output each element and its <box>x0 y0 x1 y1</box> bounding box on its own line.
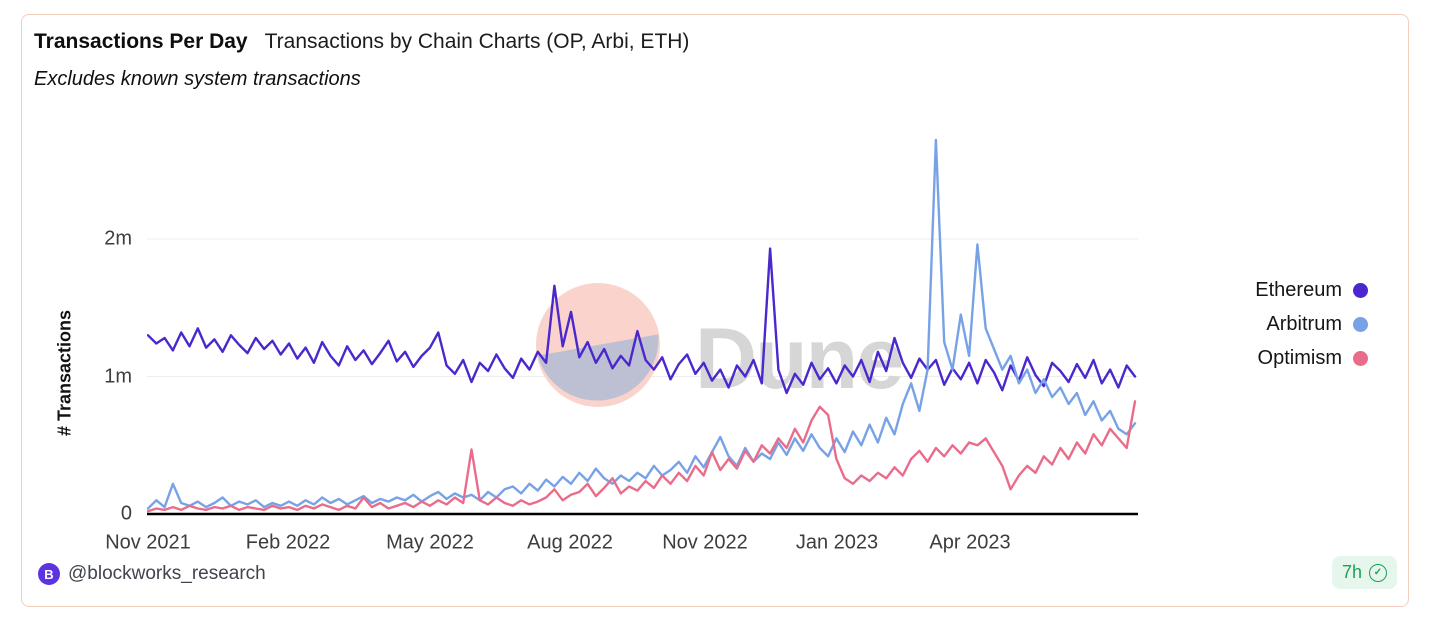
data-freshness-badge[interactable]: 7h ✓ <box>1331 556 1397 589</box>
plot-area[interactable]: Dune <box>147 128 1138 518</box>
x-tick-label: Feb 2022 <box>245 531 331 554</box>
legend-item-ethereum[interactable]: Ethereum <box>1255 279 1368 302</box>
dune-watermark-text: Dune <box>695 311 902 407</box>
dune-watermark-logo-wedge <box>537 334 659 401</box>
x-tick-label: Nov 2021 <box>105 531 191 554</box>
x-tick-label: Jan 2023 <box>795 531 879 554</box>
chart-header: Transactions Per Day Transactions by Cha… <box>34 30 689 54</box>
legend-color-dot <box>1353 317 1368 332</box>
series-line-ethereum <box>147 247 1137 395</box>
chart-legend: Ethereum Arbitrum Optimism <box>1255 279 1368 370</box>
legend-item-arbitrum[interactable]: Arbitrum <box>1266 313 1368 336</box>
legend-label: Ethereum <box>1255 279 1342 301</box>
data-age-text: 7h <box>1341 562 1362 582</box>
legend-label: Arbitrum <box>1266 313 1342 335</box>
legend-color-dot <box>1353 351 1368 366</box>
author-handle[interactable]: @blockworks_research <box>68 563 266 584</box>
dune-watermark: Dune <box>536 283 904 407</box>
y-tick-label: 1m <box>104 365 132 387</box>
series-line-optimism <box>147 400 1137 513</box>
legend-label: Optimism <box>1257 347 1342 369</box>
author-avatar-letter: B <box>44 566 54 582</box>
series-line-arbitrum <box>147 138 1137 510</box>
author-avatar[interactable]: B <box>38 563 60 585</box>
y-tick-label: 2m <box>104 227 132 250</box>
series-lines <box>147 138 1137 513</box>
chart-subtitle: Transactions by Chain Charts (OP, Arbi, … <box>264 30 690 53</box>
legend-item-optimism[interactable]: Optimism <box>1258 347 1368 370</box>
y-tick-label: 0 <box>120 502 132 525</box>
verified-check-icon: ✓ <box>1369 563 1387 582</box>
x-tick-label: Apr 2023 <box>929 531 1011 554</box>
x-tick-label: May 2022 <box>386 531 474 554</box>
x-tick-label: Nov 2022 <box>662 531 748 554</box>
chart-title: Transactions Per Day <box>34 30 248 53</box>
legend-color-dot <box>1353 283 1368 298</box>
x-tick-label: Aug 2022 <box>527 531 613 554</box>
chart-note: Excludes known system transactions <box>34 68 361 90</box>
